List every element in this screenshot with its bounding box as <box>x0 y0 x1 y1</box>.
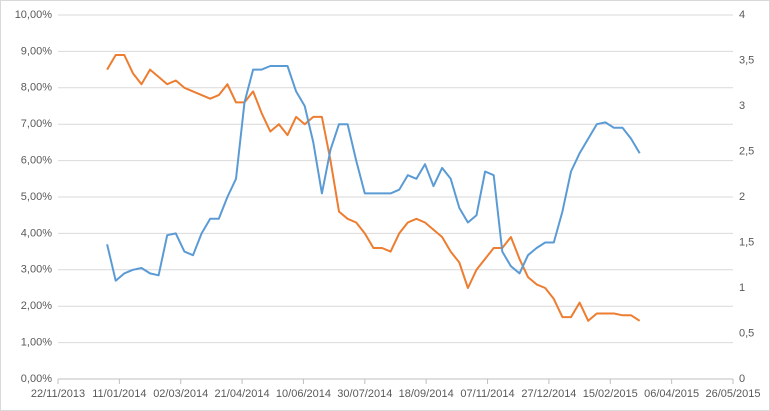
y-tick-label: 4,00% <box>21 227 52 239</box>
x-tick-label: 15/02/2015 <box>583 388 638 400</box>
y-tick-label: 8,00% <box>21 82 52 94</box>
y-tick-label: 10,00% <box>15 9 53 21</box>
y-tick-label: 2,00% <box>21 300 52 312</box>
x-tick-label: 11/01/2014 <box>92 388 146 400</box>
y2-tick-label: 1 <box>739 282 745 294</box>
x-tick-label: 18/09/2014 <box>399 388 454 400</box>
series-line <box>106 65 641 282</box>
y2-tick-label: 3 <box>739 100 745 112</box>
y2-tick-label: 2,5 <box>739 145 754 157</box>
x-tick-label: 27/12/2014 <box>521 388 576 400</box>
y-tick-label: 6,00% <box>21 155 52 167</box>
y-tick-label: 3,00% <box>21 264 52 276</box>
y2-tick-label: 4 <box>739 9 745 21</box>
y2-tick-label: 1,5 <box>739 236 754 248</box>
y2-tick-label: 3,5 <box>739 54 754 66</box>
y-tick-label: 0,00% <box>21 373 52 385</box>
y2-tick-label: 0 <box>739 373 745 385</box>
series-line <box>106 54 641 322</box>
y-tick-label: 1,00% <box>21 337 52 349</box>
x-tick-label: 02/03/2014 <box>153 388 208 400</box>
y-tick-label: 7,00% <box>21 118 52 130</box>
y-tick-label: 9,00% <box>21 45 52 57</box>
x-tick-label: 21/04/2014 <box>215 388 270 400</box>
x-tick-label: 10/06/2014 <box>276 388 331 400</box>
y2-tick-label: 2 <box>739 191 745 203</box>
x-tick-label: 22/11/2013 <box>31 388 85 400</box>
x-tick-label: 07/11/2014 <box>460 388 514 400</box>
x-tick-label: 30/07/2014 <box>337 388 392 400</box>
y-tick-label: 5,00% <box>21 191 52 203</box>
x-tick-label: 26/05/2015 <box>705 388 760 400</box>
x-tick-label: 06/04/2015 <box>644 388 699 400</box>
y2-tick-label: 0,5 <box>739 327 754 339</box>
